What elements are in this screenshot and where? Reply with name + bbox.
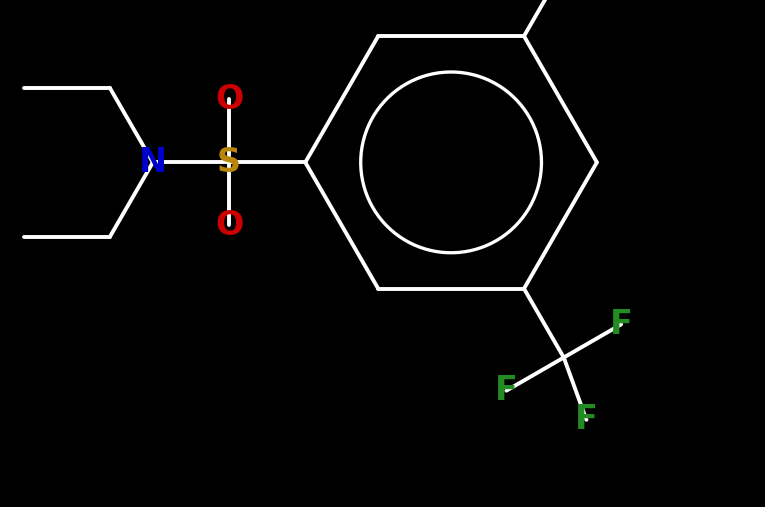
Text: N: N bbox=[138, 146, 167, 179]
Text: F: F bbox=[575, 403, 598, 437]
Text: O: O bbox=[215, 83, 243, 116]
Text: O: O bbox=[215, 209, 243, 242]
Text: F: F bbox=[610, 308, 633, 341]
Text: S: S bbox=[217, 146, 241, 179]
Text: F: F bbox=[495, 374, 518, 407]
